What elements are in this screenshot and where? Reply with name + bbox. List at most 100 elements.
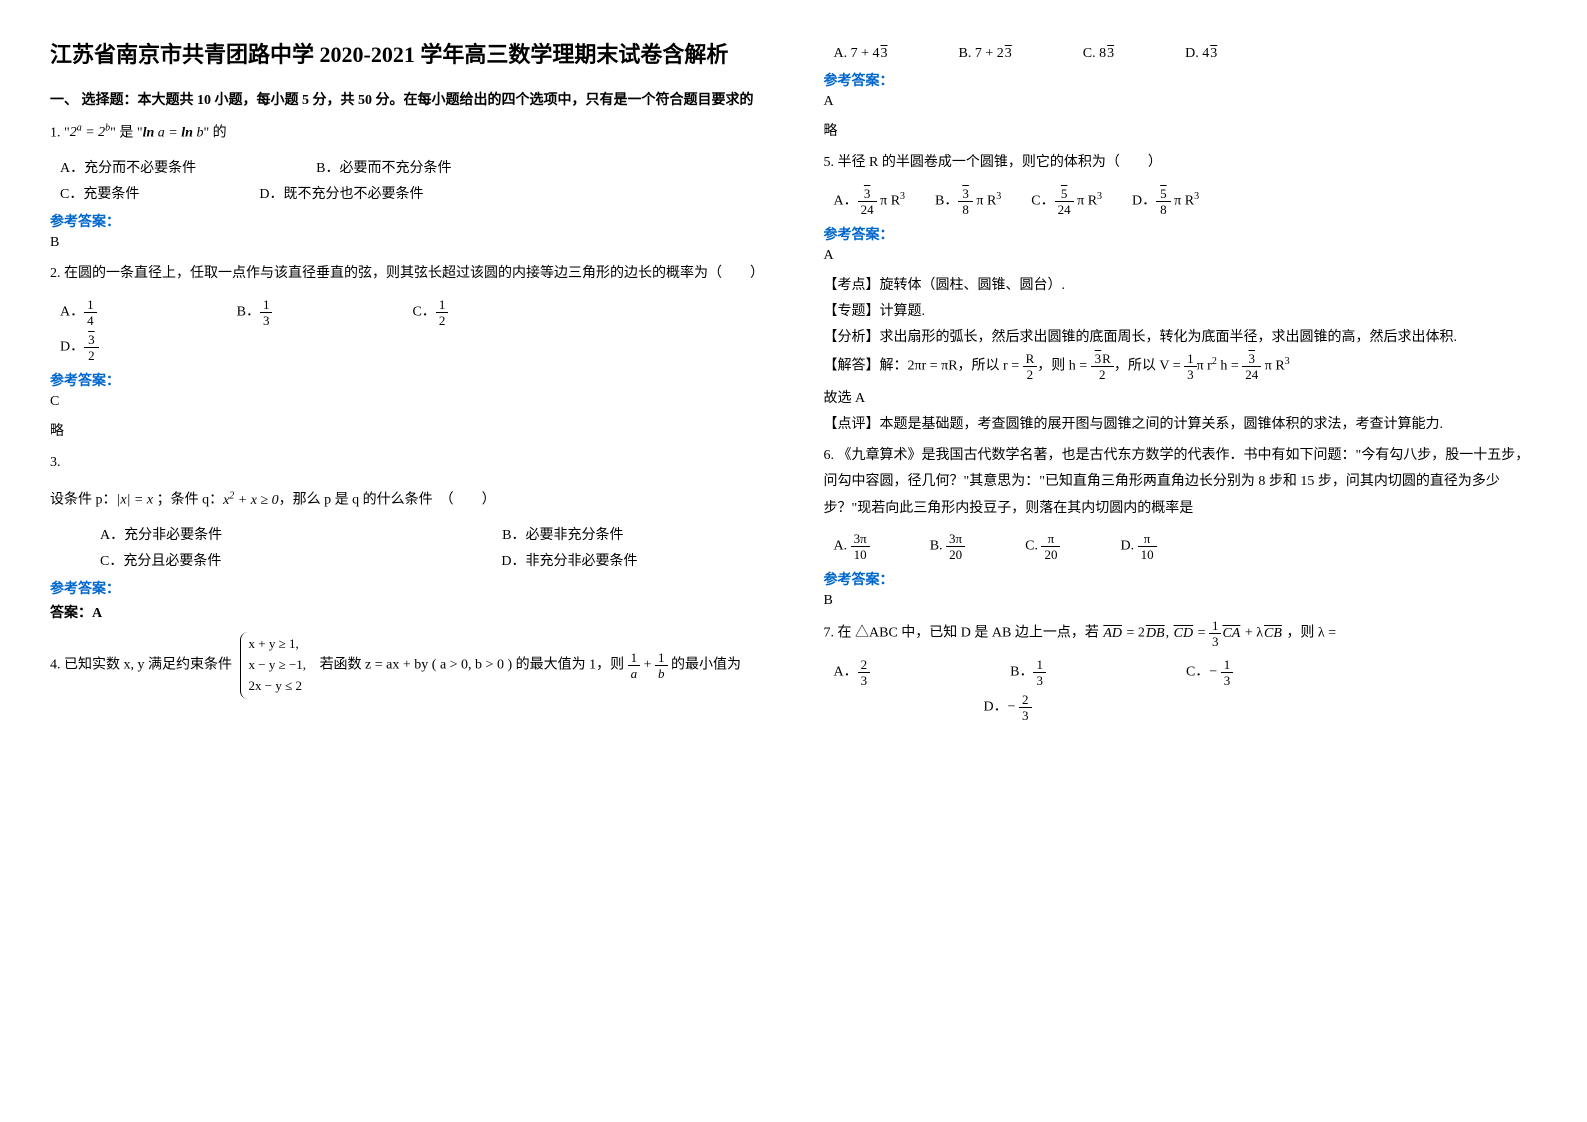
q2-options-2: D．32 — [60, 333, 764, 362]
q2-opt-c: C．12 — [412, 298, 448, 327]
q6-options: A. 3π10 B. 3π20 C. π20 D. π10 — [834, 532, 1538, 561]
q1-options: A．充分而不必要条件 B．必要而不充分条件 — [60, 157, 764, 177]
q5-jd-m1: ，则 h = — [1037, 358, 1090, 373]
question-1: 1. "2a = 2b" 是 "ln a = ln b" 的 — [50, 119, 764, 147]
q7-d-lab: D． — [984, 700, 1008, 715]
q4-opt-a: A. 7 + 43 — [834, 46, 889, 62]
q4-mid: 若函数 z = ax + by ( a > 0, b > 0 ) 的最大值为 1… — [320, 658, 628, 673]
page-title: 江苏省南京市共青团路中学 2020-2021 学年高三数学理期末试卷含解析 — [50, 40, 764, 71]
q4-options: A. 7 + 43 B. 7 + 23 C. 83 D. 43 — [834, 46, 1538, 62]
q1-opt-a: A．充分而不必要条件 — [60, 157, 196, 177]
q5-zt: 【专题】计算题. — [824, 300, 1538, 320]
q5-opt-a: A．324 π R3 — [834, 187, 906, 216]
q6-opt-d: D. π10 — [1120, 532, 1156, 561]
question-3-stem: 设条件 p：|x| = x ；条件 q：x2 + x ≥ 0，那么 p 是 q … — [50, 486, 764, 514]
q2-d-label: D． — [60, 339, 84, 354]
q5-ans: A — [824, 248, 1538, 264]
q5-d-lab: D． — [1132, 193, 1156, 208]
q3-opt-c: C．充分且必要条件 — [100, 550, 221, 570]
q4-opt-c: C. 83 — [1083, 46, 1115, 62]
q4-a-pre: A. — [834, 46, 851, 61]
q6-ans-label: 参考答案： — [824, 569, 1538, 589]
q1-opt-c: C．充要条件 — [60, 183, 139, 203]
q4-c1: x + y ≥ 1, — [249, 634, 307, 655]
q6-opt-c: C. π20 — [1025, 532, 1060, 561]
q6-ans: B — [824, 593, 1538, 609]
q2-b-label: B． — [237, 304, 260, 319]
question-6: 6. 《九章算术》是我国古代数学名著，也是古代东方数学的代表作．书中有如下问题：… — [824, 443, 1538, 523]
q5-jd-m2: ，所以 V = — [1114, 358, 1184, 373]
q7-opt-a: A．23 — [834, 658, 871, 687]
q1-mid: " 是 " — [110, 125, 142, 140]
q3-ans-label: 参考答案： — [50, 578, 764, 598]
q2-ans: C — [50, 394, 764, 410]
q2-opt-a: A．14 — [60, 298, 97, 327]
q4-c-pre: C. — [1083, 46, 1099, 61]
q2-a-label: A． — [60, 304, 84, 319]
q7-opt-c: C．− 13 — [1186, 658, 1233, 687]
q5-dp: 【点评】本题是基础题，考查圆锥的展开图与圆锥之间的计算关系，圆锥体积的求法，考查… — [824, 413, 1538, 433]
q4-tail: 的最小值为 — [671, 658, 741, 673]
q5-ans-label: 参考答案： — [824, 224, 1538, 244]
q5-kd: 【考点】旋转体（圆柱、圆锥、圆台）. — [824, 274, 1538, 294]
q4-c2: x − y ≥ −1, — [249, 655, 307, 676]
q2-options: A．14 B．13 C．12 — [60, 298, 764, 327]
q1-eq2: ln a = ln b — [143, 125, 204, 140]
q6-opt-a: A. 3π10 — [834, 532, 870, 561]
q5-opt-c: C．524 π R3 — [1031, 187, 1102, 216]
q7-opt-d: D．− 23 — [984, 693, 1032, 722]
q2-ans-label: 参考答案： — [50, 370, 764, 390]
q1-stem: 1. "2a = 2b" 是 "ln a = ln b" 的 — [50, 125, 227, 140]
q2-opt-d: D．32 — [60, 333, 99, 362]
q4-ans-label: 参考答案： — [824, 70, 1538, 90]
q5-c-lab: C． — [1031, 193, 1054, 208]
q6-b-lab: B. — [930, 539, 943, 554]
q5-b-lab: B． — [935, 193, 958, 208]
question-7: 7. 在 △ABC 中，已知 D 是 AB 边上一点，若 AD = 2DB, C… — [824, 619, 1538, 648]
q1-opt-d: D．既不充分也不必要条件 — [259, 183, 423, 203]
question-2: 2. 在圆的一条直径上，任取一点作与该直径垂直的弦，则其弦长超过该圆的内接等边三… — [50, 261, 764, 288]
q2-lve: 略 — [50, 420, 764, 440]
q4-opt-b: B. 7 + 23 — [959, 46, 1013, 62]
q7-a-lab: A． — [834, 665, 858, 680]
q7-pre: 7. 在 △ABC 中，已知 D 是 AB 边上一点，若 — [824, 626, 1103, 641]
q6-d-lab: D. — [1120, 539, 1134, 554]
q4-ans: A — [824, 94, 1538, 110]
q3-opt-d: D．非充分非必要条件 — [501, 550, 637, 570]
q4-d-pre: D. — [1185, 46, 1202, 61]
q3-options: A．充分非必要条件 B．必要非充分条件 — [100, 524, 764, 544]
q5-opt-b: B．38 π R3 — [935, 187, 1001, 216]
q2-c-label: C． — [412, 304, 435, 319]
q2-opt-b: B．13 — [237, 298, 273, 327]
q4-cases: x + y ≥ 1, x − y ≥ −1, 2x − y ≤ 2 — [240, 632, 313, 698]
question-5: 5. 半径 R 的半圆卷成一个圆锥，则它的体积为（ ） — [824, 150, 1538, 177]
question-3-num: 3. — [50, 450, 764, 477]
q3-options-2: C．充分且必要条件 D．非充分非必要条件 — [100, 550, 764, 570]
q6-a-lab: A. — [834, 539, 848, 554]
q7-options: A．23 B．13 C．− 13 — [834, 658, 1538, 687]
q5-gx: 故选 A — [824, 387, 1538, 407]
q1-prefix: 1. " — [50, 125, 70, 140]
q5-options: A．324 π R3 B．38 π R3 C．524 π R3 D．58 π R… — [834, 187, 1538, 216]
q6-opt-b: B. 3π20 — [930, 532, 965, 561]
q1-ans: B — [50, 235, 764, 251]
q6-c-lab: C. — [1025, 539, 1038, 554]
question-4: 4. 已知实数 x, y 满足约束条件 x + y ≥ 1, x − y ≥ −… — [50, 632, 764, 698]
q3-ans-text: 答案：A — [50, 606, 102, 621]
q5-jd: 【解答】解：2πr = πR，所以 r = R2，则 h = 3R2，所以 V … — [824, 352, 1538, 381]
section-1-title: 一、 选择题：本大题共 10 小题，每小题 5 分，共 50 分。在每小题给出的… — [50, 89, 764, 109]
q1-opt-b: B．必要而不充分条件 — [316, 157, 451, 177]
q5-opt-d: D．58 π R3 — [1132, 187, 1199, 216]
q4-lve: 略 — [824, 120, 1538, 140]
q7-options-2: D．− 23 — [984, 693, 1538, 722]
q1-ans-label: 参考答案： — [50, 211, 764, 231]
q3-opt-a: A．充分非必要条件 — [100, 524, 222, 544]
q5-a-lab: A． — [834, 193, 858, 208]
q1-options-2: C．充要条件 D．既不充分也不必要条件 — [60, 183, 764, 203]
q7-c-lab: C． — [1186, 665, 1209, 680]
q4-b-pre: B. — [959, 46, 975, 61]
q4-prefix: 4. 已知实数 x, y 满足约束条件 — [50, 658, 232, 673]
q1-eq1: 2a = 2b — [70, 125, 110, 140]
q7-suf: ，则 λ = — [1286, 626, 1336, 641]
q3-ans: 答案：A — [50, 602, 764, 622]
